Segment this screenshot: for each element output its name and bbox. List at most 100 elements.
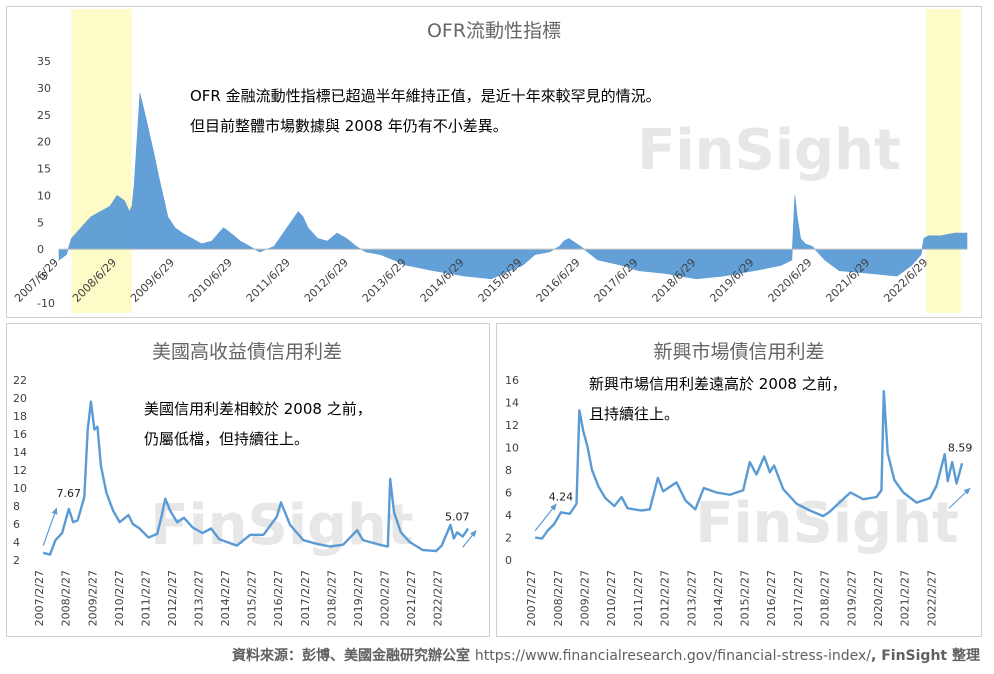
x-tick-label: 2014/2/27 [219,570,232,626]
x-tick-label: 2020/2/27 [378,570,391,626]
y-tick-label: 10 [505,442,519,455]
x-tick-label: 2020/2/27 [872,570,885,626]
x-tick-label: 2022/2/27 [925,570,938,626]
x-tick-label: 2022/2/27 [432,570,445,626]
x-tick-label: 2011/6/29 [244,256,293,305]
x-tick-label: 2015/2/27 [246,570,259,626]
x-tick-label: 2009/2/27 [579,570,592,626]
y-tick-label: 18 [13,410,27,423]
trend-arrow-head [469,530,477,538]
x-tick-label: 2011/2/27 [139,570,152,626]
y-tick-label: -5 [37,270,48,283]
trend-arrow-head [550,503,557,511]
y-tick-label: 14 [13,446,27,459]
x-tick-label: 2010/2/27 [605,570,618,626]
trend-arrow-head [963,488,971,495]
y-tick-label: 2 [13,554,20,567]
x-tick-label: 2021/2/27 [899,570,912,626]
source-url: https://www.financialresearch.gov/financ… [474,648,872,664]
y-tick-label: 16 [505,374,519,387]
x-tick-label: 2018/2/27 [819,570,832,626]
y-tick-label: 0 [37,243,44,256]
series-line [42,400,470,556]
y-tick-label: 6 [13,518,20,531]
x-tick-label: 2016/2/27 [765,570,778,626]
y-tick-label: 25 [37,109,51,122]
y-tick-label: 20 [13,392,27,405]
ofr-liquidity-panel: OFR流動性指標 FinSight -10 -5 0 5 10 15 20 25 30 35 2007/… [6,6,982,318]
chart-title: 新興市場債信用利差 [653,341,824,363]
highlight-band [926,9,961,313]
em-spread-panel: 新興市場債信用利差 FinSight 0 2 4 6 8 10 12 14 16 2007/2/27 2… [496,323,982,637]
x-tick-label: 2013/2/27 [193,570,206,626]
x-tick-label: 2007/2/27 [33,570,46,626]
y-tick-label: 15 [37,163,51,176]
y-tick-label: 10 [37,189,51,202]
x-tick-label: 2017/2/27 [299,570,312,626]
us-hy-spread-panel: 美國高收益債信用利差 FinSight 2 4 6 8 10 12 14 16 18 20 22 2007… [6,323,490,637]
x-tick-label: 2012/2/27 [166,570,179,626]
y-tick-label: 12 [505,419,519,432]
ofr-liquidity-chart: OFR流動性指標FinSight-10-5051015202530352007/… [12,9,968,313]
annotation-text: 但目前整體市場數據與 2008 年仍有不小差異。 [190,117,508,135]
x-tick-label: 2016/6/29 [534,256,583,305]
annotation-text: 且持續往上。 [589,405,679,423]
y-tick-label: 35 [37,55,51,68]
annotation-text: 仍屬低檔，但持續往上。 [144,430,309,448]
data-label: 7.67 [57,487,82,500]
source-note: 資料來源：彭博、美國金融研究辦公室 https://www.financialr… [0,645,980,665]
trend-arrow-head [51,507,58,515]
y-tick-label: 4 [13,536,20,549]
us-hy-spread-chart: 美國高收益債信用利差FinSight2468101214161820222007… [13,341,477,626]
x-tick-label: 2007/2/27 [525,570,538,626]
x-tick-label: 2016/2/27 [272,570,285,626]
x-tick-label: 2015/2/27 [739,570,752,626]
y-tick-label: 12 [13,464,27,477]
x-tick-label: 2008/2/27 [60,570,73,626]
y-tick-label: 20 [37,136,51,149]
y-tick-label: 4 [505,509,512,522]
x-tick-label: 2009/2/27 [86,570,99,626]
x-tick-label: 2014/2/27 [712,570,725,626]
series-line [534,390,964,540]
y-tick-label: 8 [505,464,512,477]
data-label: 8.59 [948,441,973,454]
annotation-text: 美國信用利差相較於 2008 之前， [144,400,372,418]
x-tick-label: 2013/2/27 [685,570,698,626]
y-tick-label: -10 [37,297,55,310]
data-label: 5.07 [445,510,470,523]
chart-title: OFR流動性指標 [427,20,561,42]
x-tick-label: 2013/6/29 [360,256,409,305]
y-tick-label: 22 [13,374,27,387]
source-suffix: , FinSight 整理 [871,648,980,664]
x-tick-label: 2021/2/27 [405,570,418,626]
y-tick-label: 2 [505,532,512,545]
watermark-logo: FinSight [637,118,901,183]
highlight-band [71,9,132,313]
y-tick-label: 16 [13,428,27,441]
x-tick-label: 2019/2/27 [845,570,858,626]
y-tick-label: 8 [13,500,20,513]
y-tick-label: 6 [505,487,512,500]
x-tick-label: 2010/2/27 [113,570,126,626]
chart-title: 美國高收益債信用利差 [152,341,342,363]
x-tick-label: 2010/6/29 [186,256,235,305]
x-tick-label: 2012/2/27 [659,570,672,626]
x-tick-label: 2008/2/27 [552,570,565,626]
x-tick-label: 2018/2/27 [325,570,338,626]
x-tick-label: 2009/6/29 [128,256,177,305]
y-tick-label: 14 [505,397,519,410]
y-tick-label: 0 [505,554,512,567]
x-tick-label: 2011/2/27 [632,570,645,626]
data-label: 4.24 [549,490,574,503]
x-tick-label: 2019/2/27 [352,570,365,626]
y-tick-label: 5 [37,216,44,229]
annotation-text: 新興市場信用利差遠高於 2008 之前， [589,375,847,393]
y-tick-label: 10 [13,482,27,495]
source-prefix: 資料來源：彭博、美國金融研究辦公室 [232,648,475,664]
annotation-text: OFR 金融流動性指標已超過半年維持正值，是近十年來較罕見的情況。 [190,87,661,105]
x-tick-label: 2012/6/29 [302,256,351,305]
x-tick-label: 2017/2/27 [792,570,805,626]
y-tick-label: 30 [37,82,51,95]
